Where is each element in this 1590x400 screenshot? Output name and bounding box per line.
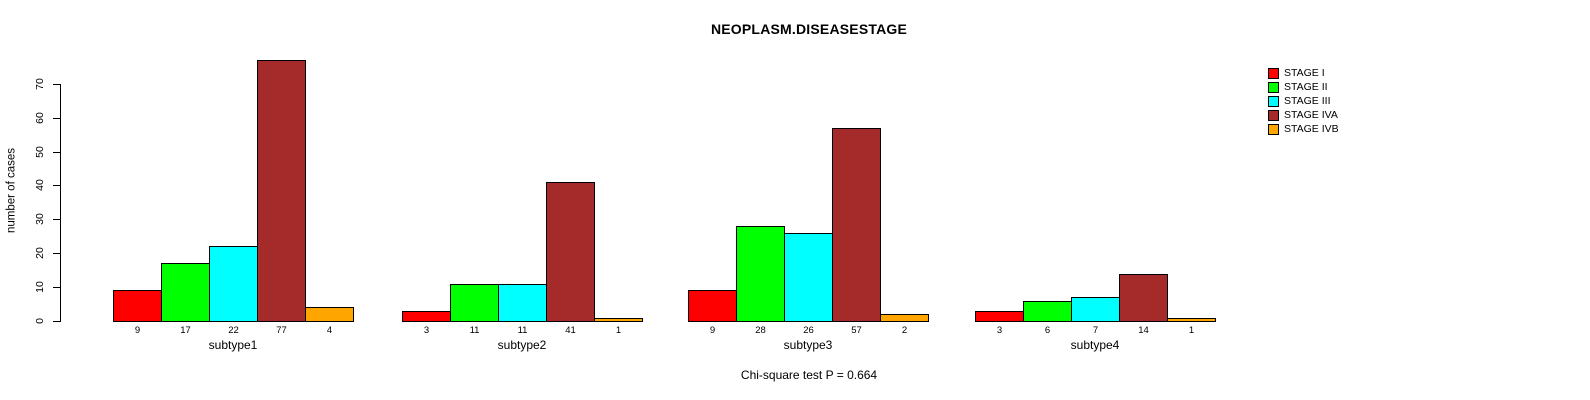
y-axis-tick-label: 40 bbox=[34, 179, 46, 191]
legend-swatch-icon bbox=[1268, 109, 1279, 121]
bar-value-label: 1 bbox=[1188, 325, 1195, 336]
legend-label: STAGE II bbox=[1284, 81, 1328, 93]
chart-title: NEOPLASM.DISEASESTAGE bbox=[710, 21, 908, 37]
bar-value-label: 17 bbox=[180, 325, 191, 336]
y-axis-tick-label: 50 bbox=[34, 146, 46, 158]
legend-item-stage-ivb: STAGE IVB bbox=[1268, 122, 1339, 136]
y-axis-label: number of cases bbox=[5, 148, 18, 234]
bar-stage-i-subtype1 bbox=[113, 290, 162, 322]
bar-stage-i-subtype3 bbox=[688, 290, 737, 322]
y-axis-tick-label: 0 bbox=[34, 318, 46, 324]
y-axis-tick bbox=[53, 321, 60, 322]
bar-value-label: 9 bbox=[709, 325, 716, 336]
bar-stage-ivb-subtype2 bbox=[594, 318, 643, 322]
bar-stage-iva-subtype2 bbox=[546, 182, 595, 322]
category-label-subtype4: subtype4 bbox=[1070, 338, 1120, 352]
y-axis-tick-label: 10 bbox=[34, 281, 46, 293]
bar-stage-ivb-subtype4 bbox=[1167, 318, 1216, 322]
y-axis-tick-label: 60 bbox=[34, 112, 46, 124]
bar-value-label: 1 bbox=[615, 325, 622, 336]
legend-swatch-icon bbox=[1268, 81, 1279, 93]
bar-value-label: 3 bbox=[996, 325, 1003, 336]
bar-value-label: 22 bbox=[228, 325, 239, 336]
y-axis-tick bbox=[53, 185, 60, 186]
bar-stage-iii-subtype2 bbox=[498, 284, 547, 322]
legend-item-stage-i: STAGE I bbox=[1268, 66, 1339, 80]
y-axis-tick-label: 20 bbox=[34, 247, 46, 259]
y-axis-tick bbox=[53, 152, 60, 153]
bar-stage-ii-subtype3 bbox=[736, 226, 785, 322]
y-axis-tick bbox=[53, 118, 60, 119]
legend-swatch-icon bbox=[1268, 67, 1279, 79]
bar-stage-i-subtype4 bbox=[975, 311, 1024, 322]
bar-stage-iva-subtype4 bbox=[1119, 274, 1168, 322]
bar-value-label: 14 bbox=[1138, 325, 1149, 336]
bar-value-label: 28 bbox=[755, 325, 766, 336]
category-label-subtype2: subtype2 bbox=[497, 338, 547, 352]
y-axis-tick bbox=[53, 287, 60, 288]
legend-swatch-icon bbox=[1268, 95, 1279, 107]
y-axis-tick bbox=[53, 219, 60, 220]
bar-stage-iva-subtype3 bbox=[832, 128, 881, 322]
category-label-subtype1: subtype1 bbox=[208, 338, 258, 352]
bar-stage-iii-subtype3 bbox=[784, 233, 833, 322]
y-axis-tick-label: 30 bbox=[34, 213, 46, 225]
bar-stage-ii-subtype4 bbox=[1023, 301, 1072, 322]
bar-stage-ivb-subtype3 bbox=[880, 314, 929, 322]
chi-square-annotation: Chi-square test P = 0.664 bbox=[740, 368, 878, 382]
bar-value-label: 9 bbox=[134, 325, 141, 336]
bar-value-label: 3 bbox=[423, 325, 430, 336]
bar-stage-iva-subtype1 bbox=[257, 60, 306, 322]
y-axis-line bbox=[60, 83, 61, 322]
bar-stage-ii-subtype2 bbox=[450, 284, 499, 322]
bar-stage-ii-subtype1 bbox=[161, 263, 210, 322]
bar-value-label: 6 bbox=[1044, 325, 1051, 336]
bar-value-label: 57 bbox=[851, 325, 862, 336]
bar-stage-iii-subtype4 bbox=[1071, 297, 1120, 322]
legend-label: STAGE IVA bbox=[1284, 109, 1338, 121]
legend-item-stage-iva: STAGE IVA bbox=[1268, 108, 1339, 122]
bar-value-label: 26 bbox=[803, 325, 814, 336]
bar-value-label: 4 bbox=[326, 325, 333, 336]
bar-stage-ivb-subtype1 bbox=[305, 307, 354, 322]
legend-swatch-icon bbox=[1268, 123, 1279, 135]
legend: STAGE I STAGE II STAGE III STAGE IVA STAGE I… bbox=[1268, 66, 1339, 136]
bar-stage-iii-subtype1 bbox=[209, 246, 258, 322]
category-label-subtype3: subtype3 bbox=[783, 338, 833, 352]
legend-label: STAGE III bbox=[1284, 95, 1331, 107]
bar-value-label: 7 bbox=[1092, 325, 1099, 336]
bar-value-label: 11 bbox=[469, 325, 480, 336]
y-axis-tick bbox=[53, 253, 60, 254]
legend-item-stage-iii: STAGE III bbox=[1268, 94, 1339, 108]
bar-value-label: 11 bbox=[517, 325, 528, 336]
legend-label: STAGE IVB bbox=[1284, 123, 1339, 135]
bar-value-label: 2 bbox=[901, 325, 908, 336]
bar-value-label: 77 bbox=[276, 325, 287, 336]
legend-item-stage-ii: STAGE II bbox=[1268, 80, 1339, 94]
bar-value-label: 41 bbox=[565, 325, 576, 336]
y-axis-tick-label: 70 bbox=[34, 78, 46, 90]
y-axis-tick bbox=[53, 84, 60, 85]
bar-stage-i-subtype2 bbox=[402, 311, 451, 322]
legend-label: STAGE I bbox=[1284, 67, 1325, 79]
